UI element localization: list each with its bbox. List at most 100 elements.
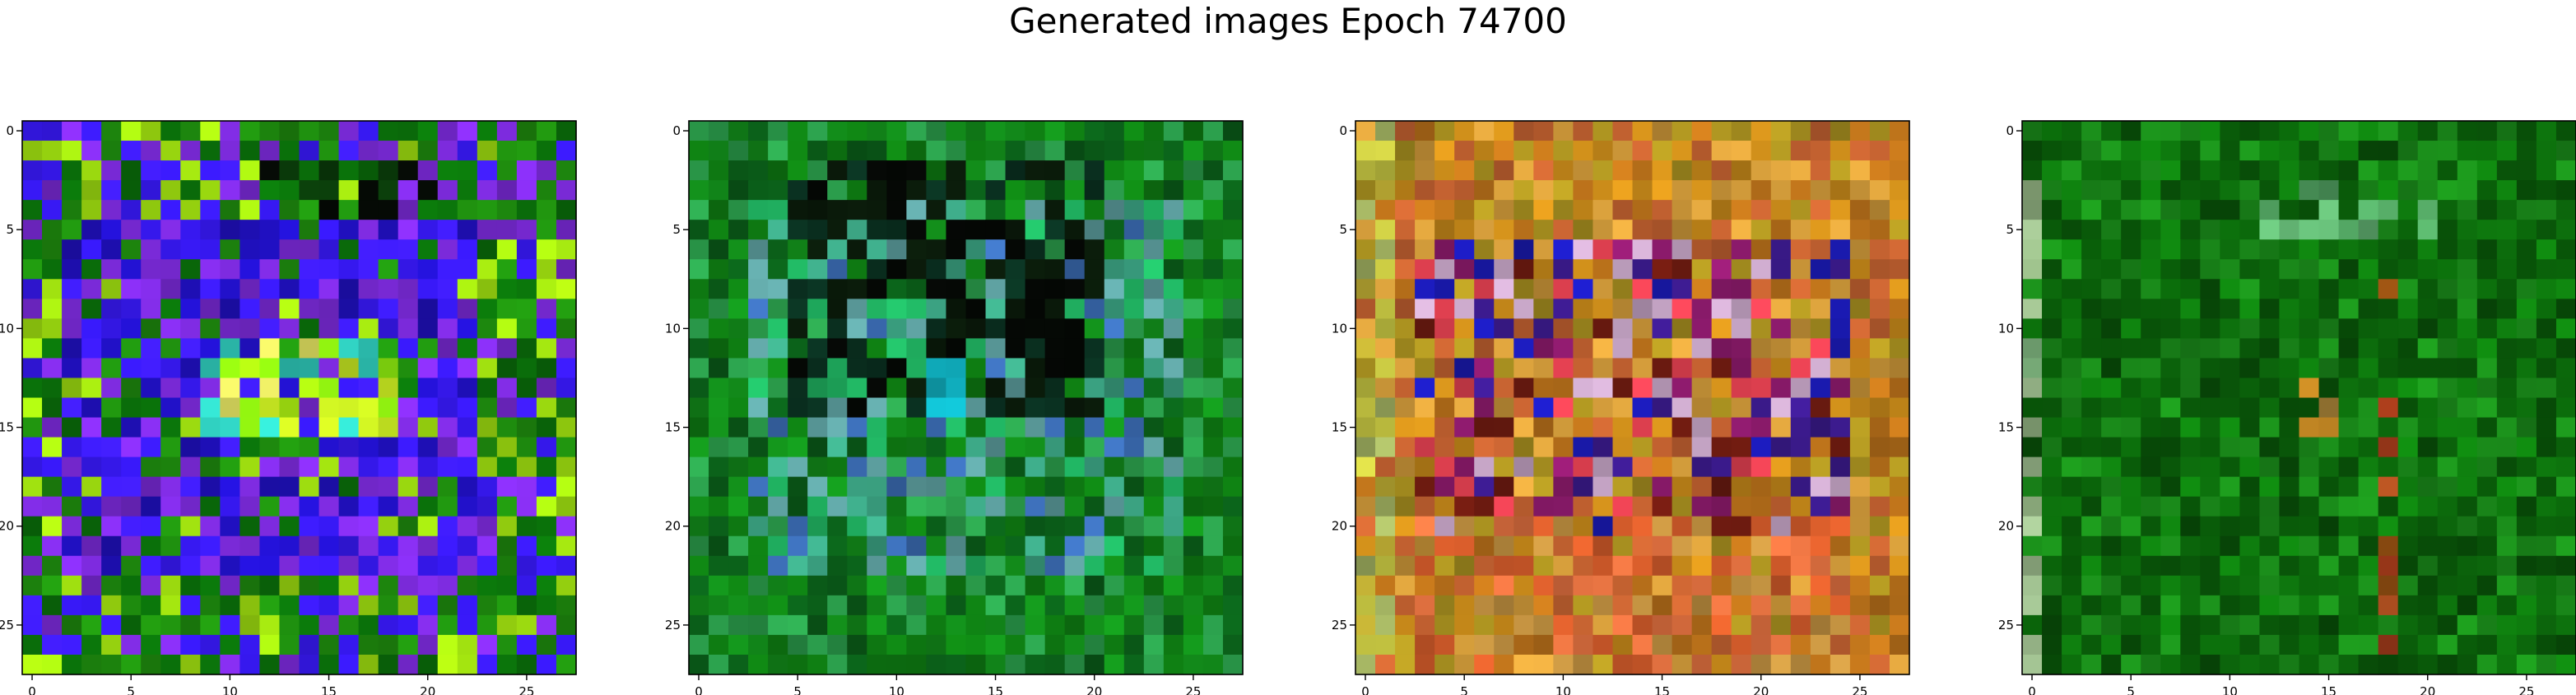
- pixel-cell: [847, 220, 867, 240]
- pixel-cell: [946, 299, 967, 319]
- pixel-cell: [1222, 535, 1244, 557]
- pixel-cell: [1005, 180, 1026, 201]
- pixel-cell: [748, 614, 769, 636]
- pixel-cell: [1434, 338, 1455, 359]
- pixel-cell: [101, 239, 122, 260]
- pixel-cell: [689, 437, 709, 458]
- pixel-cell: [220, 397, 240, 419]
- pixel-cell: [1064, 654, 1086, 675]
- pixel-cell: [299, 614, 320, 636]
- pixel-cell: [689, 496, 709, 517]
- pixel-cell: [2141, 397, 2161, 419]
- pixel-cell: [1553, 476, 1574, 498]
- pixel-cell: [417, 299, 439, 319]
- pixel-cell: [319, 378, 340, 399]
- pixel-cell: [1731, 279, 1752, 299]
- pixel-cell: [2160, 378, 2181, 399]
- pixel-cell: [121, 634, 142, 656]
- pixel-cell: [2476, 121, 2498, 141]
- pixel-cell: [1731, 259, 1752, 280]
- pixel-cell: [965, 535, 987, 557]
- pixel-cell: [2141, 180, 2161, 201]
- pixel-cell: [22, 634, 43, 656]
- pixel-cell: [1790, 299, 1811, 319]
- pixel-cell: [1395, 141, 1416, 161]
- pixel-cell: [1005, 239, 1026, 260]
- pixel-cell: [2338, 318, 2360, 339]
- pixel-cell: [1454, 338, 1475, 359]
- pixel-cell: [788, 239, 808, 260]
- pixel-cell: [259, 516, 281, 537]
- pixel-cell: [398, 417, 419, 438]
- pixel-cell: [965, 318, 987, 339]
- pixel-cell: [160, 535, 181, 557]
- pixel-cell: [2318, 535, 2340, 557]
- pixel-cell: [2121, 654, 2141, 675]
- pixel-cell: [807, 121, 828, 141]
- pixel-cell: [1612, 121, 1634, 141]
- pixel-cell: [121, 614, 142, 636]
- pixel-cell: [2081, 121, 2102, 141]
- pixel-cell: [2378, 476, 2399, 498]
- pixel-cell: [1869, 417, 1890, 438]
- pixel-cell: [748, 476, 769, 498]
- pixel-cell: [536, 338, 557, 359]
- pixel-cell: [867, 654, 887, 675]
- pixel-cell: [2397, 614, 2419, 636]
- pixel-cell: [2279, 279, 2300, 299]
- pixel-cell: [1044, 437, 1066, 458]
- pixel-cell: [1064, 496, 1086, 517]
- pixel-cell: [1025, 417, 1046, 438]
- pixel-cell: [2457, 575, 2478, 596]
- pixel-cell: [1632, 555, 1653, 577]
- pixel-cell: [279, 575, 300, 596]
- pixel-cell: [516, 437, 537, 458]
- pixel-cell: [1415, 417, 1435, 438]
- pixel-cell: [1593, 279, 1614, 299]
- pixel-cell: [926, 634, 947, 656]
- pixel-cell: [319, 476, 340, 498]
- pixel-cell: [2101, 417, 2122, 438]
- pixel-cell: [1889, 575, 1910, 596]
- pixel-cell: [101, 180, 122, 201]
- pixel-cell: [2062, 456, 2082, 478]
- pixel-cell: [1355, 417, 1376, 438]
- pixel-cell: [2397, 516, 2419, 537]
- pixel-cell: [378, 141, 399, 161]
- pixel-cell: [1514, 476, 1534, 498]
- pixel-cell: [2555, 259, 2576, 280]
- pixel-cell: [457, 476, 478, 498]
- pixel-cell: [398, 299, 419, 319]
- pixel-cell: [2417, 595, 2439, 616]
- pixel-cell: [1005, 417, 1026, 438]
- pixel-cell: [417, 614, 439, 636]
- pixel-cell: [1355, 535, 1376, 557]
- pixel-cell: [2496, 417, 2518, 438]
- pixel-cell: [2318, 279, 2340, 299]
- pixel-cell: [1222, 180, 1244, 201]
- pixel-cell: [2457, 456, 2478, 478]
- pixel-cell: [2496, 555, 2518, 577]
- pixel-cell: [847, 654, 867, 675]
- pixel-cell: [1143, 555, 1165, 577]
- pixel-cell: [279, 220, 300, 240]
- pixel-cell: [1672, 417, 1693, 438]
- pixel-cell: [2496, 318, 2518, 339]
- pixel-cell: [2042, 318, 2062, 339]
- pixel-cell: [1751, 634, 1772, 656]
- pixel-cell: [2378, 654, 2399, 675]
- pixel-cell: [81, 476, 102, 498]
- pixel-cell: [1691, 476, 1713, 498]
- pixel-cell: [1593, 160, 1614, 181]
- pixel-cell: [2200, 516, 2220, 537]
- pixel-cell: [22, 417, 43, 438]
- pixel-cell: [886, 575, 907, 596]
- pixel-cell: [1064, 614, 1086, 636]
- pixel-cell: [689, 358, 709, 379]
- pixel-cell: [1632, 634, 1653, 656]
- pixel-cell: [2180, 220, 2201, 240]
- pixel-cell: [1593, 555, 1614, 577]
- pixel-cell: [121, 220, 142, 240]
- pixel-cell: [1731, 338, 1752, 359]
- pixel-cell: [1770, 378, 1792, 399]
